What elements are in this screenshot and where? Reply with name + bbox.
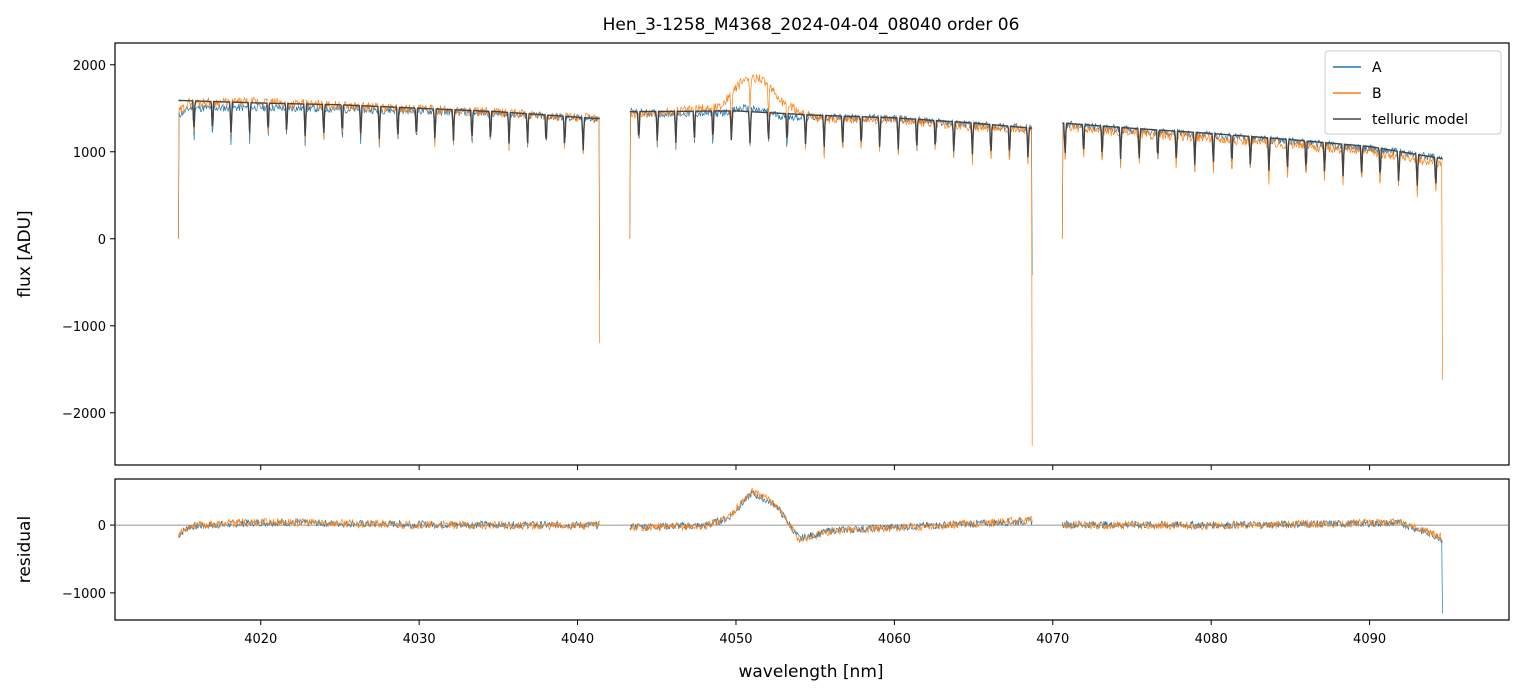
y-tick-label: −1000 — [62, 587, 106, 602]
residual-plot-frame — [114, 478, 1510, 621]
x-tick-label: 4020 — [244, 632, 277, 647]
y-tick-label: −1000 — [62, 320, 106, 335]
flux-plot-frame — [114, 42, 1510, 466]
y-tick-label: −2000 — [62, 407, 106, 422]
wavelength-axis-label: wavelength [nm] — [738, 662, 883, 682]
legend-box — [1324, 50, 1502, 135]
legend-entry: telluric model — [1372, 112, 1468, 128]
flux-panel: 2000 1000 0 −1000 −2000 — [62, 42, 1510, 470]
y-tick-label: 0 — [98, 233, 106, 248]
x-tick-label: 4070 — [1036, 632, 1069, 647]
telluric-model-line — [178, 99, 1443, 186]
x-tick-label: 4040 — [561, 632, 594, 647]
y-tick-label: 0 — [98, 519, 106, 534]
y-tick-label: 2000 — [73, 59, 106, 74]
residual-panel: 4020 4030 4040 4050 4060 4070 4080 4090 0 −1000 — [62, 478, 1510, 647]
residual-b-line — [178, 488, 1443, 544]
x-tick-label: 4090 — [1353, 632, 1386, 647]
x-tick-label: 4080 — [1195, 632, 1228, 647]
residual-axis-label: residual — [15, 516, 35, 583]
legend-entry: A — [1372, 60, 1382, 76]
y-tick-label: 1000 — [73, 146, 106, 161]
x-tick-label: 4050 — [719, 632, 752, 647]
x-tick-label: 4030 — [403, 632, 436, 647]
chart-title: Hen_3-1258_M4368_2024-04-04_08040 order … — [603, 15, 1020, 35]
legend-entry: B — [1372, 86, 1382, 102]
x-tick-label: 4060 — [878, 632, 911, 647]
flux-axis-label: flux [ADU] — [15, 210, 35, 297]
